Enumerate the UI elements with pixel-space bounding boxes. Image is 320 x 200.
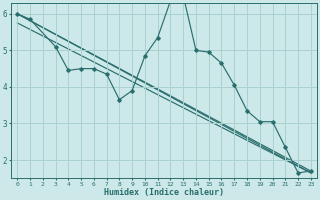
X-axis label: Humidex (Indice chaleur): Humidex (Indice chaleur) [104, 188, 224, 197]
